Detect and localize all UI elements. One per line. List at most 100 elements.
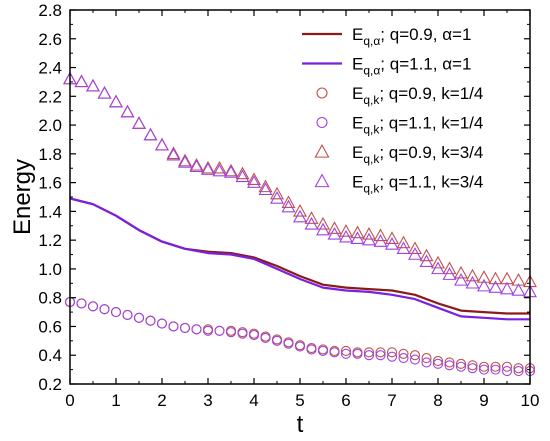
triangle-marker	[235, 169, 250, 183]
circle-marker	[421, 353, 432, 364]
triangle-marker	[385, 231, 399, 244]
x-tick-label: 0	[65, 391, 74, 410]
triangle-marker	[120, 104, 135, 118]
triangle-marker	[201, 162, 215, 175]
triangle-marker	[419, 254, 434, 267]
circle-marker	[225, 327, 237, 338]
triangle-marker	[258, 182, 273, 196]
legend-item: Eq,α; q=1.1, α=1	[302, 55, 471, 78]
triangle-marker	[327, 221, 342, 234]
circle-marker	[340, 345, 352, 356]
circle-marker	[168, 321, 179, 332]
circle-marker	[363, 350, 375, 361]
circle-marker	[202, 325, 214, 336]
y-axis: 0.2 0.4 0.6 0.8 1.0 1.2 1.4 1.6 1.8 2.0 2.2 2.4 2.6 2…	[38, 1, 530, 394]
triangle-marker	[327, 226, 342, 240]
triangle-marker	[314, 173, 330, 188]
circle-marker	[467, 363, 478, 374]
triangle-marker	[132, 116, 146, 129]
y-tick-label: 0.8	[38, 289, 62, 308]
circle-marker	[133, 312, 145, 323]
triangle-marker	[212, 160, 227, 174]
triangle-marker	[166, 147, 181, 161]
series-3	[64, 296, 536, 374]
y-tick-label: 0.2	[38, 375, 62, 394]
circle-marker	[513, 363, 524, 374]
triangle-marker	[339, 224, 353, 237]
triangle-marker	[304, 216, 319, 230]
x-tick-label: 10	[521, 391, 540, 410]
circle-marker	[145, 315, 156, 326]
y-tick-label: 2.8	[38, 1, 62, 20]
x-tick-label: 8	[433, 391, 442, 410]
circle-marker	[409, 354, 421, 365]
circle-marker	[375, 350, 386, 361]
legend-label: Eq,k; q=0.9, k=3/4	[352, 143, 483, 166]
y-tick-label: 2.2	[38, 87, 62, 106]
circle-marker	[248, 330, 260, 341]
triangle-marker	[396, 241, 411, 255]
triangle-marker	[143, 127, 158, 141]
circle-marker	[444, 360, 455, 371]
x-tick-label: 1	[111, 391, 120, 410]
triangle-marker	[270, 191, 284, 204]
circle-marker	[513, 366, 524, 377]
circle-marker	[398, 353, 409, 364]
triangle-marker	[350, 231, 365, 244]
triangle-marker	[224, 163, 238, 177]
y-tick-label: 1.0	[38, 260, 62, 279]
triangle-marker	[247, 175, 261, 188]
circle-marker	[260, 332, 271, 344]
circle-marker	[432, 355, 444, 367]
triangle-marker	[304, 211, 319, 224]
circle-marker	[409, 350, 421, 361]
triangle-marker	[314, 144, 330, 158]
triangle-marker	[247, 172, 261, 185]
y-tick-label: 2.4	[38, 59, 62, 78]
circle-marker	[501, 361, 513, 372]
triangle-marker	[293, 209, 307, 223]
triangle-marker	[316, 216, 330, 230]
triangle-marker	[477, 278, 491, 292]
triangle-marker	[373, 234, 388, 247]
circle-marker	[432, 358, 444, 369]
legend-item: Eq,k; q=0.9, k=1/4	[316, 84, 483, 107]
y-tick-label: 1.2	[38, 231, 62, 250]
triangle-marker	[454, 273, 468, 286]
triangle-marker	[350, 225, 365, 239]
triangle-marker	[109, 94, 123, 108]
x-tick-label: 3	[203, 391, 212, 410]
plot-marks	[63, 71, 537, 377]
triangle-marker	[362, 232, 376, 246]
circle-marker	[478, 364, 490, 375]
triangle-marker	[385, 237, 399, 250]
x-tick-label: 5	[295, 391, 304, 410]
triangle-marker	[155, 137, 169, 151]
triangle-marker	[511, 283, 526, 296]
legend: Eq,α; q=0.9, α=1 Eq,α; q=1.1, α=1 Eq,k; q=…	[302, 25, 483, 196]
triangle-marker	[235, 166, 250, 180]
circle-marker	[386, 351, 398, 362]
circle-marker	[363, 347, 375, 358]
triangle-marker	[155, 137, 169, 151]
y-tick-label: 2.6	[38, 30, 62, 49]
triangle-marker	[373, 228, 388, 242]
triangle-marker	[442, 261, 457, 275]
circle-marker	[87, 301, 99, 312]
triangle-marker	[488, 271, 503, 285]
circle-marker	[122, 309, 133, 321]
triangle-marker	[281, 195, 296, 209]
x-axis-title: t	[297, 411, 304, 438]
circle-marker	[490, 364, 501, 375]
triangle-marker	[143, 127, 158, 141]
circle-marker	[317, 345, 329, 356]
triangle-marker	[419, 248, 434, 262]
triangle-marker	[201, 160, 215, 174]
triangle-marker	[408, 241, 422, 255]
triangle-marker	[316, 222, 330, 236]
legend-label: Eq,k; q=1.1, k=1/4	[352, 114, 483, 137]
legend-item: Eq,k; q=1.1, k=1/4	[316, 114, 483, 137]
circle-marker	[306, 344, 317, 355]
x-tick-label: 2	[157, 391, 166, 410]
circle-marker	[455, 361, 467, 372]
